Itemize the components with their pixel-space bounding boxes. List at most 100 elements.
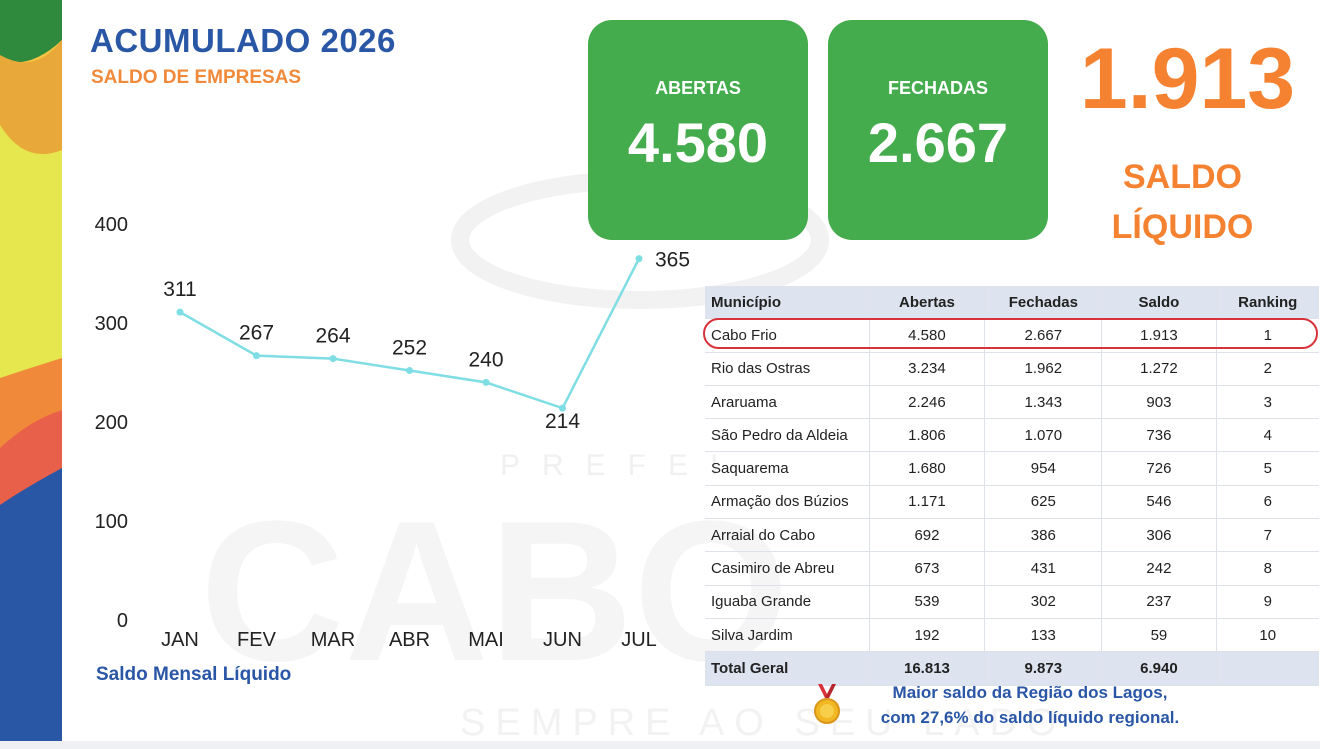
data-point — [329, 355, 337, 363]
cell-saldo: 242 — [1101, 551, 1216, 586]
data-point — [406, 367, 413, 375]
cell-ranking: 6 — [1215, 485, 1319, 520]
medal-icon — [814, 684, 840, 724]
cell-saldo: 903 — [1101, 385, 1216, 420]
data-label: 264 — [315, 325, 350, 348]
cell-abertas: 1.806 — [868, 418, 985, 453]
cell-saldo: 736 — [1101, 418, 1216, 453]
cell-fechadas: 1.070 — [984, 418, 1102, 453]
table-body: Cabo Frio 4.580 2.667 1.913 1 Rio das Ostras 3… — [705, 318, 1319, 653]
header-municipio: Município — [705, 286, 870, 320]
table-row: Saquarema 1.680 954 726 5 — [705, 451, 1319, 486]
kpi-fechadas-label: FECHADAS — [887, 78, 988, 98]
y-axis: 0 100 200 300 400 — [95, 214, 128, 632]
decorative-side-band — [0, 0, 62, 749]
x-tick-label: JAN — [161, 629, 199, 651]
footnote-line1: Maior saldo da Região dos Lagos, — [892, 683, 1168, 702]
data-label: 267 — [239, 322, 274, 345]
total-abertas: 16.813 — [868, 651, 985, 686]
cell-ranking: 10 — [1215, 618, 1319, 653]
cell-fechadas: 1.962 — [984, 352, 1102, 386]
cell-fechadas: 302 — [984, 585, 1102, 619]
cell-ranking: 1 — [1215, 318, 1319, 353]
table-header-row: Município Abertas Fechadas Saldo Ranking — [705, 286, 1319, 320]
y-tick-label: 300 — [95, 313, 128, 335]
x-tick-label: FEV — [237, 629, 277, 651]
cell-ranking: 4 — [1215, 418, 1319, 453]
cell-abertas: 673 — [868, 551, 985, 586]
data-point — [253, 352, 260, 360]
kpi-saldo-label-line1: SALDO — [1123, 158, 1242, 196]
cell-abertas: 692 — [868, 518, 985, 553]
data-point — [482, 378, 490, 386]
cell-abertas: 1.680 — [868, 451, 985, 486]
table-row: Silva Jardim 192 133 59 10 — [705, 618, 1319, 653]
x-tick-label: JUN — [543, 629, 582, 651]
cell-municipio: Arraial do Cabo — [705, 518, 870, 553]
cell-abertas: 4.580 — [868, 318, 985, 353]
data-labels: 311 267 264 252 240 214 365 — [163, 249, 690, 433]
page-title: ACUMULADO 2026 — [90, 22, 396, 59]
kpi-saldo-label-line2: LÍQUIDO — [1111, 208, 1254, 246]
y-tick-label: 100 — [95, 511, 128, 533]
cell-fechadas: 431 — [984, 551, 1102, 586]
page-subtitle: SALDO DE EMPRESAS — [91, 67, 302, 88]
series-points — [176, 255, 643, 412]
table-row: Casimiro de Abreu 673 431 242 8 — [705, 551, 1319, 586]
y-tick-label: 0 — [117, 610, 128, 632]
cell-municipio: Araruama — [705, 385, 870, 420]
cell-saldo: 726 — [1101, 451, 1216, 486]
cell-fechadas: 386 — [984, 518, 1102, 553]
header-saldo: Saldo — [1101, 286, 1216, 320]
data-label: 365 — [655, 249, 690, 272]
cell-municipio: Armação dos Búzios — [705, 485, 870, 520]
cell-ranking: 9 — [1215, 585, 1319, 619]
cell-abertas: 192 — [868, 618, 985, 653]
cell-municipio: Cabo Frio — [705, 318, 870, 353]
table-total-row: Total Geral 16.813 9.873 6.940 — [705, 651, 1319, 686]
cell-fechadas: 1.343 — [984, 385, 1102, 420]
kpi-fechadas-value: 2.667 — [867, 111, 1009, 174]
cell-saldo: 237 — [1101, 585, 1216, 619]
cell-ranking: 2 — [1215, 352, 1319, 386]
total-ranking — [1215, 651, 1319, 686]
municipios-table: Município Abertas Fechadas Saldo Ranking… — [705, 286, 1319, 686]
cell-municipio: São Pedro da Aldeia — [705, 418, 870, 453]
table-row: Cabo Frio 4.580 2.667 1.913 1 — [705, 318, 1319, 353]
table-row: Armação dos Búzios 1.171 625 546 6 — [705, 485, 1319, 520]
table-row: Araruama 2.246 1.343 903 3 — [705, 385, 1319, 420]
footnote: Maior saldo da Região dos Lagos, com 27,… — [840, 680, 1220, 730]
kpi-card-fechadas: FECHADAS 2.667 — [828, 20, 1048, 240]
x-axis: JAN FEV MAR ABR MAI JUN JUL — [161, 629, 657, 651]
cell-fechadas: 2.667 — [984, 318, 1102, 353]
cell-abertas: 3.234 — [868, 352, 985, 386]
kpi-abertas-value: 4.580 — [627, 111, 769, 174]
cell-fechadas: 133 — [984, 618, 1102, 653]
chart-caption: Saldo Mensal Líquido — [96, 664, 292, 685]
kpi-saldo-label: SALDO LÍQUIDO — [1090, 152, 1275, 252]
table-row: Arraial do Cabo 692 386 306 7 — [705, 518, 1319, 553]
cell-ranking: 5 — [1215, 451, 1319, 486]
bottom-strip — [0, 741, 1320, 749]
cell-municipio: Saquarema — [705, 451, 870, 486]
cell-municipio: Silva Jardim — [705, 618, 870, 653]
ranking-table: Município Abertas Fechadas Saldo Ranking… — [705, 286, 1319, 686]
data-point — [635, 255, 643, 263]
data-label: 311 — [163, 278, 196, 301]
cell-abertas: 1.171 — [868, 485, 985, 520]
total-label: Total Geral — [705, 651, 870, 686]
header-fechadas: Fechadas — [984, 286, 1102, 320]
y-tick-label: 200 — [95, 412, 128, 434]
header-ranking: Ranking — [1215, 286, 1319, 320]
x-tick-label: JUL — [621, 629, 657, 651]
cell-saldo: 546 — [1101, 485, 1216, 520]
data-point — [559, 404, 566, 412]
x-tick-label: MAR — [311, 629, 355, 651]
x-tick-label: ABR — [389, 629, 430, 651]
data-label: 214 — [545, 410, 580, 433]
cell-municipio: Rio das Ostras — [705, 352, 870, 386]
table-row: São Pedro da Aldeia 1.806 1.070 736 4 — [705, 418, 1319, 453]
cell-saldo: 1.272 — [1101, 352, 1216, 386]
total-saldo: 6.940 — [1101, 651, 1216, 686]
kpi-saldo-value: 1.913 — [1079, 31, 1296, 127]
